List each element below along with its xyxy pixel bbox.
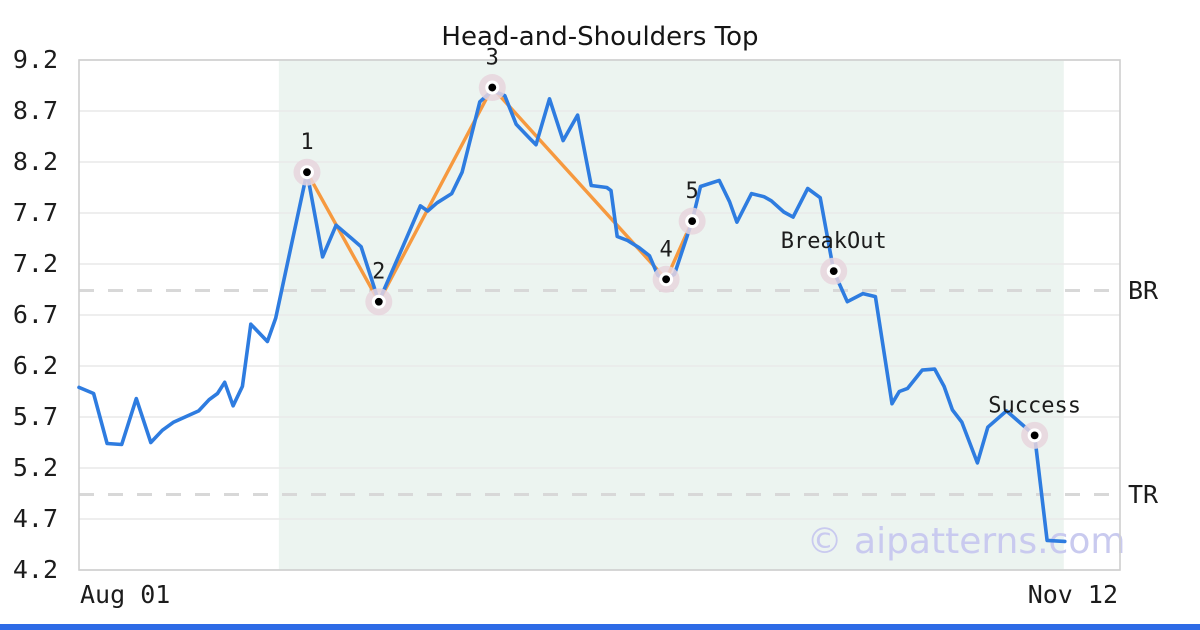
level-label-BR: BR	[1128, 275, 1159, 305]
x-tick-end: Nov 12	[1027, 580, 1118, 609]
y-tick-label: 4.7	[12, 504, 58, 533]
y-tick-label: 5.7	[12, 402, 58, 431]
watermark: © aipatterns.com	[807, 521, 1126, 562]
y-tick-label: 7.7	[12, 198, 58, 227]
x-tick-start: Aug 01	[80, 580, 171, 609]
point-label-5: 5	[686, 179, 699, 204]
y-tick-label: 4.2	[12, 555, 58, 584]
plot-border	[78, 59, 1121, 571]
y-tick-label: 9.2	[12, 45, 58, 74]
y-tick-label: 8.7	[12, 96, 58, 125]
point-label-2: 2	[372, 260, 385, 285]
price-line	[77, 88, 1067, 544]
y-tick-label: 6.7	[12, 300, 58, 329]
marker-dot	[374, 297, 383, 306]
chart-title: Head-and-Shoulders Top	[441, 22, 759, 52]
y-tick-label: 5.2	[12, 453, 58, 482]
marker-dot	[662, 275, 671, 284]
point-label-4: 4	[659, 237, 672, 262]
point-label-3: 3	[486, 46, 499, 71]
y-tick-label: 6.2	[12, 351, 58, 380]
y-tick-label: 8.2	[12, 147, 58, 176]
level-label-TR: TR	[1128, 479, 1159, 509]
point-label-1: 1	[300, 130, 313, 155]
marker-dot	[488, 83, 497, 92]
point-label-BreakOut: BreakOut	[781, 229, 887, 254]
marker-dot	[829, 267, 838, 276]
marker-dot	[688, 217, 697, 226]
marker-dot	[303, 168, 311, 177]
y-tick-label: 7.2	[12, 249, 58, 278]
bottom-accent-bar	[0, 624, 1200, 630]
marker-dot	[1030, 431, 1039, 440]
point-label-Success: Success	[988, 393, 1081, 418]
